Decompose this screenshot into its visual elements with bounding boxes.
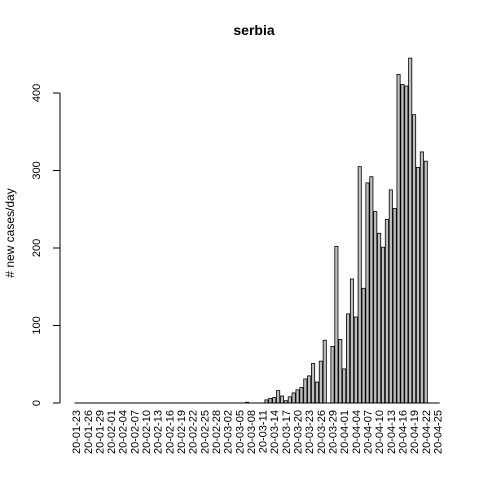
x-tick-label-20-03-29: 20-03-29: [328, 410, 340, 454]
x-tick-label-20-03-26: 20-03-26: [316, 410, 328, 454]
bar-20-04-13: [389, 190, 392, 403]
x-tick-label-20-04-10: 20-04-10: [374, 410, 386, 454]
x-axis: 20-01-23 20-01-26 20-01-29 20-02-01 20-02-04…: [71, 410, 444, 454]
bar-20-04-17: [405, 86, 408, 403]
bar-20-03-14: [273, 398, 276, 403]
x-tick-label-20-03-20: 20-03-20: [293, 410, 305, 454]
x-tick-label-20-01-29: 20-01-29: [94, 410, 106, 454]
x-tick-label-20-02-01: 20-02-01: [106, 410, 118, 454]
bar-20-04-08: [370, 177, 373, 403]
bar-20-03-25: [315, 382, 318, 403]
bar-20-04-02: [346, 314, 349, 403]
x-tick-label-20-02-07: 20-02-07: [129, 410, 141, 454]
y-tick-label-0: 0: [31, 400, 43, 406]
x-tick-label-20-02-19: 20-02-19: [176, 410, 188, 454]
x-tick-label-20-02-25: 20-02-25: [199, 410, 211, 454]
x-tick-label-20-03-23: 20-03-23: [304, 410, 316, 454]
bar-20-04-20: [416, 167, 419, 403]
bar-20-03-16: [280, 396, 283, 403]
bar-20-03-21: [300, 388, 303, 404]
x-tick-label-20-04-16: 20-04-16: [397, 410, 409, 454]
x-tick-label-20-01-26: 20-01-26: [83, 410, 95, 454]
bar-20-04-09: [374, 212, 377, 403]
bar-20-04-15: [397, 74, 400, 403]
bar-20-04-22: [424, 161, 427, 403]
x-tick-label-20-02-04: 20-02-04: [118, 410, 130, 454]
x-tick-label-20-02-22: 20-02-22: [188, 410, 200, 454]
bar-20-04-04: [354, 317, 357, 403]
x-tick-label-20-02-13: 20-02-13: [153, 410, 165, 454]
x-tick-label-20-03-17: 20-03-17: [281, 410, 293, 454]
y-axis-label: # new cases/day: [3, 188, 17, 277]
bar-20-04-05: [358, 167, 361, 403]
bar-20-04-18: [409, 58, 412, 403]
y-tick-label-300: 300: [31, 161, 43, 179]
bar-20-03-22: [304, 379, 307, 403]
x-tick-label-20-04-07: 20-04-07: [362, 410, 374, 454]
x-tick-label-20-04-22: 20-04-22: [421, 410, 433, 454]
bar-20-03-27: [323, 340, 326, 403]
bar-20-04-10: [378, 233, 381, 403]
x-tick-label-20-02-28: 20-02-28: [211, 410, 223, 454]
x-tick-label-20-02-10: 20-02-10: [141, 410, 153, 454]
bar-20-03-30: [335, 246, 338, 403]
x-tick-label-20-01-23: 20-01-23: [71, 410, 83, 454]
x-tick-label-20-03-05: 20-03-05: [234, 410, 246, 454]
bar-20-03-24: [311, 363, 314, 403]
y-tick-label-100: 100: [31, 316, 43, 334]
x-tick-label-20-03-02: 20-03-02: [223, 410, 235, 454]
bar-20-03-18: [288, 397, 291, 403]
x-tick-label-20-04-25: 20-04-25: [432, 410, 444, 454]
x-tick-label-20-04-19: 20-04-19: [409, 410, 421, 454]
x-tick-label-20-04-01: 20-04-01: [339, 410, 351, 454]
bar-20-03-13: [269, 398, 272, 403]
bar-20-04-06: [362, 288, 365, 403]
bar-20-04-21: [420, 152, 423, 403]
bar-20-04-07: [366, 183, 369, 403]
bar-20-03-20: [296, 390, 299, 403]
bar-20-04-16: [401, 84, 404, 403]
x-tick-label-20-03-11: 20-03-11: [258, 410, 270, 453]
bar-20-03-23: [308, 376, 311, 403]
bar-20-03-29: [331, 346, 334, 403]
bar-20-03-15: [277, 391, 280, 403]
bar-20-04-01: [343, 369, 346, 403]
x-tick-label-20-04-04: 20-04-04: [351, 410, 363, 454]
y-tick-label-200: 200: [31, 239, 43, 257]
bar-20-03-26: [319, 361, 322, 403]
bar-20-03-19: [292, 393, 295, 403]
x-tick-label-20-03-08: 20-03-08: [246, 410, 258, 454]
bar-20-04-11: [381, 247, 384, 403]
bar-20-04-03: [350, 279, 353, 403]
bar-20-04-14: [393, 208, 396, 403]
y-axis: 0 100 200 300 400: [31, 84, 60, 406]
x-tick-label-20-02-16: 20-02-16: [164, 410, 176, 454]
bar-20-03-31: [339, 339, 342, 403]
y-tick-label-400: 400: [31, 84, 43, 102]
bar-20-04-19: [412, 115, 415, 403]
x-tick-label-20-03-14: 20-03-14: [269, 410, 281, 454]
bar-series: [245, 58, 427, 403]
chart-title: serbia: [233, 22, 274, 38]
x-tick-label-20-04-13: 20-04-13: [386, 410, 398, 454]
bar-20-04-12: [385, 219, 388, 403]
